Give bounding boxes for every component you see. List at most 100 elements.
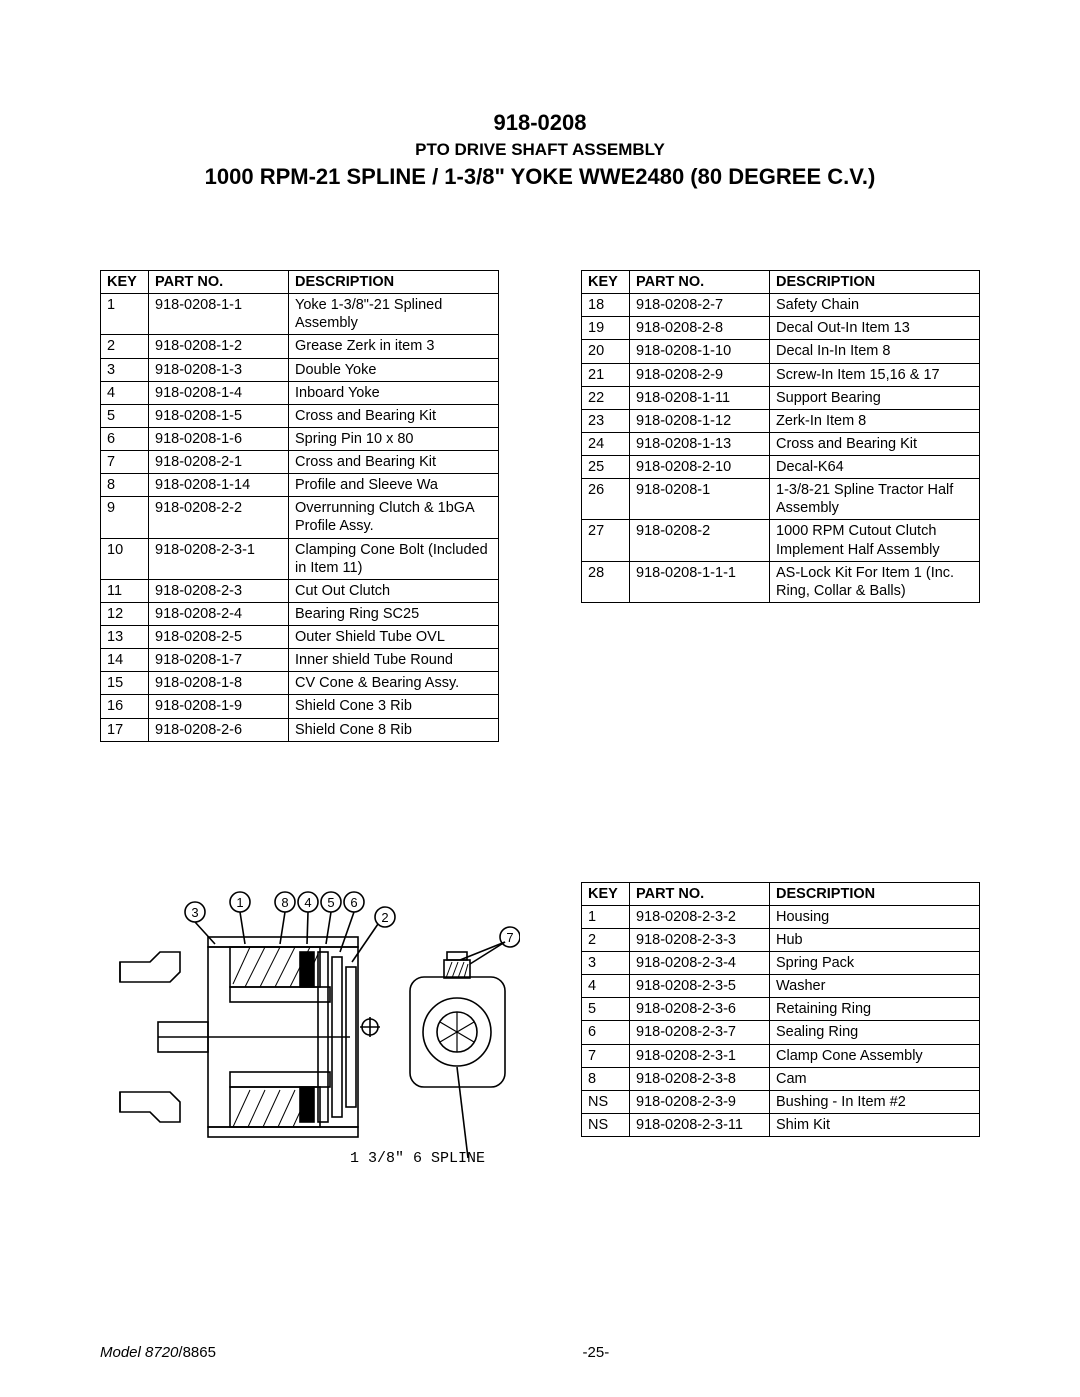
parts-table-right: KEY PART NO. DESCRIPTION 18918-0208-2-7S… — [581, 270, 980, 603]
cell-part: 918-0208-1-8 — [149, 672, 289, 695]
cell-part: 918-0208-2-3-9 — [630, 1090, 770, 1113]
cell-key: 7 — [582, 1044, 630, 1067]
cell-key: 3 — [582, 952, 630, 975]
svg-text:5: 5 — [327, 895, 334, 910]
svg-text:1: 1 — [236, 895, 243, 910]
cell-key: 28 — [582, 561, 630, 602]
cell-part: 918-0208-2-2 — [149, 497, 289, 538]
cell-key: 2 — [582, 928, 630, 951]
th-part: PART NO. — [630, 882, 770, 905]
lower-section: 3 1 8 4 5 6 — [100, 882, 980, 1202]
cell-key: 11 — [101, 579, 149, 602]
table-row: 5918-0208-1-5Cross and Bearing Kit — [101, 404, 499, 427]
cell-part: 918-0208-1-12 — [630, 409, 770, 432]
parts-table-lower: KEY PART NO. DESCRIPTION 1918-0208-2-3-2… — [581, 882, 980, 1137]
cell-key: 1 — [582, 905, 630, 928]
cell-part: 918-0208-2-3-8 — [630, 1067, 770, 1090]
cell-desc: Profile and Sleeve Wa — [289, 474, 499, 497]
table-row: 18918-0208-2-7Safety Chain — [582, 294, 980, 317]
cell-key: 24 — [582, 432, 630, 455]
cell-key: 25 — [582, 456, 630, 479]
parts-table-left: KEY PART NO. DESCRIPTION 1918-0208-1-1Yo… — [100, 270, 499, 742]
cell-desc: Washer — [770, 975, 980, 998]
diagram-spline-label: 1 3/8" 6 SPLINE — [350, 1150, 485, 1167]
cell-desc: Spring Pack — [770, 952, 980, 975]
table-row: 8918-0208-2-3-8Cam — [582, 1067, 980, 1090]
table-row: 25918-0208-2-10Decal-K64 — [582, 456, 980, 479]
cell-part: 918-0208-1-3 — [149, 358, 289, 381]
cell-desc: Sealing Ring — [770, 1021, 980, 1044]
cell-part: 918-0208-2-1 — [149, 451, 289, 474]
cell-part: 918-0208-2-3-7 — [630, 1021, 770, 1044]
table-row: 7918-0208-2-1Cross and Bearing Kit — [101, 451, 499, 474]
cell-desc: Decal In-In Item 8 — [770, 340, 980, 363]
cell-key: NS — [582, 1090, 630, 1113]
table-row: 4918-0208-1-4Inboard Yoke — [101, 381, 499, 404]
page: 918-0208 PTO DRIVE SHAFT ASSEMBLY 1000 R… — [0, 0, 1080, 1397]
cell-desc: Grease Zerk in item 3 — [289, 335, 499, 358]
svg-text:3: 3 — [191, 905, 198, 920]
cell-part: 918-0208-1-1-1 — [630, 561, 770, 602]
table-row: 6918-0208-2-3-7Sealing Ring — [582, 1021, 980, 1044]
cell-desc: Zerk-In Item 8 — [770, 409, 980, 432]
table-row: 6918-0208-1-6Spring Pin 10 x 80 — [101, 427, 499, 450]
table-row: 15918-0208-1-8CV Cone & Bearing Assy. — [101, 672, 499, 695]
cell-desc: Overrunning Clutch & 1bGA Profile Assy. — [289, 497, 499, 538]
cell-desc: Decal-K64 — [770, 456, 980, 479]
cell-part: 918-0208-2-3-11 — [630, 1113, 770, 1136]
cell-desc: Yoke 1-3/8"-21 Splined Assembly — [289, 294, 499, 335]
cell-key: 4 — [582, 975, 630, 998]
cell-key: 16 — [101, 695, 149, 718]
th-part: PART NO. — [630, 271, 770, 294]
cell-desc: Safety Chain — [770, 294, 980, 317]
cell-desc: 1000 RPM Cutout Clutch Implement Half As… — [770, 520, 980, 561]
svg-text:6: 6 — [350, 895, 357, 910]
cell-key: 4 — [101, 381, 149, 404]
cell-key: 22 — [582, 386, 630, 409]
cell-part: 918-0208-1-14 — [149, 474, 289, 497]
footer-page-number: -25- — [583, 1344, 610, 1361]
table-row: 8918-0208-1-14Profile and Sleeve Wa — [101, 474, 499, 497]
th-key: KEY — [101, 271, 149, 294]
table-row: 28918-0208-1-1-1AS-Lock Kit For Item 1 (… — [582, 561, 980, 602]
table-row: NS918-0208-2-3-11Shim Kit — [582, 1113, 980, 1136]
cell-part: 918-0208-2 — [630, 520, 770, 561]
cell-desc: AS-Lock Kit For Item 1 (Inc. Ring, Colla… — [770, 561, 980, 602]
table-row: 1918-0208-1-1Yoke 1-3/8"-21 Splined Asse… — [101, 294, 499, 335]
cell-desc: Outer Shield Tube OVL — [289, 626, 499, 649]
cell-key: 26 — [582, 479, 630, 520]
header-part-number: 918-0208 — [100, 110, 980, 136]
cell-part: 918-0208-2-3-6 — [630, 998, 770, 1021]
footer-model-suffix: /8865 — [178, 1344, 216, 1361]
cell-part: 918-0208-1-10 — [630, 340, 770, 363]
cell-part: 918-0208-2-3-1 — [630, 1044, 770, 1067]
cell-desc: Bushing - In Item #2 — [770, 1090, 980, 1113]
cell-desc: Shim Kit — [770, 1113, 980, 1136]
table-row: 17918-0208-2-6Shield Cone 8 Rib — [101, 718, 499, 741]
cell-part: 918-0208-2-3-1 — [149, 538, 289, 579]
cell-desc: Spring Pin 10 x 80 — [289, 427, 499, 450]
table-row: NS918-0208-2-3-9Bushing - In Item #2 — [582, 1090, 980, 1113]
cell-desc: Double Yoke — [289, 358, 499, 381]
cell-desc: Hub — [770, 928, 980, 951]
table-row: 22918-0208-1-11Support Bearing — [582, 386, 980, 409]
cell-key: 8 — [582, 1067, 630, 1090]
cell-part: 918-0208-1-4 — [149, 381, 289, 404]
svg-text:2: 2 — [381, 910, 388, 925]
header-main-title: 1000 RPM-21 SPLINE / 1-3/8" YOKE WWE2480… — [100, 164, 980, 190]
cell-desc: Inboard Yoke — [289, 381, 499, 404]
cell-key: 5 — [582, 998, 630, 1021]
cell-part: 918-0208-2-9 — [630, 363, 770, 386]
cell-part: 918-0208-1-11 — [630, 386, 770, 409]
cell-key: 10 — [101, 538, 149, 579]
table-row: 4918-0208-2-3-5Washer — [582, 975, 980, 998]
svg-text:8: 8 — [281, 895, 288, 910]
cell-key: 8 — [101, 474, 149, 497]
th-key: KEY — [582, 882, 630, 905]
cell-part: 918-0208-1-2 — [149, 335, 289, 358]
upper-tables-row: KEY PART NO. DESCRIPTION 1918-0208-1-1Yo… — [100, 270, 980, 742]
cell-key: 5 — [101, 404, 149, 427]
cell-part: 918-0208-2-4 — [149, 602, 289, 625]
table-row: 16918-0208-1-9Shield Cone 3 Rib — [101, 695, 499, 718]
th-desc: DESCRIPTION — [770, 271, 980, 294]
